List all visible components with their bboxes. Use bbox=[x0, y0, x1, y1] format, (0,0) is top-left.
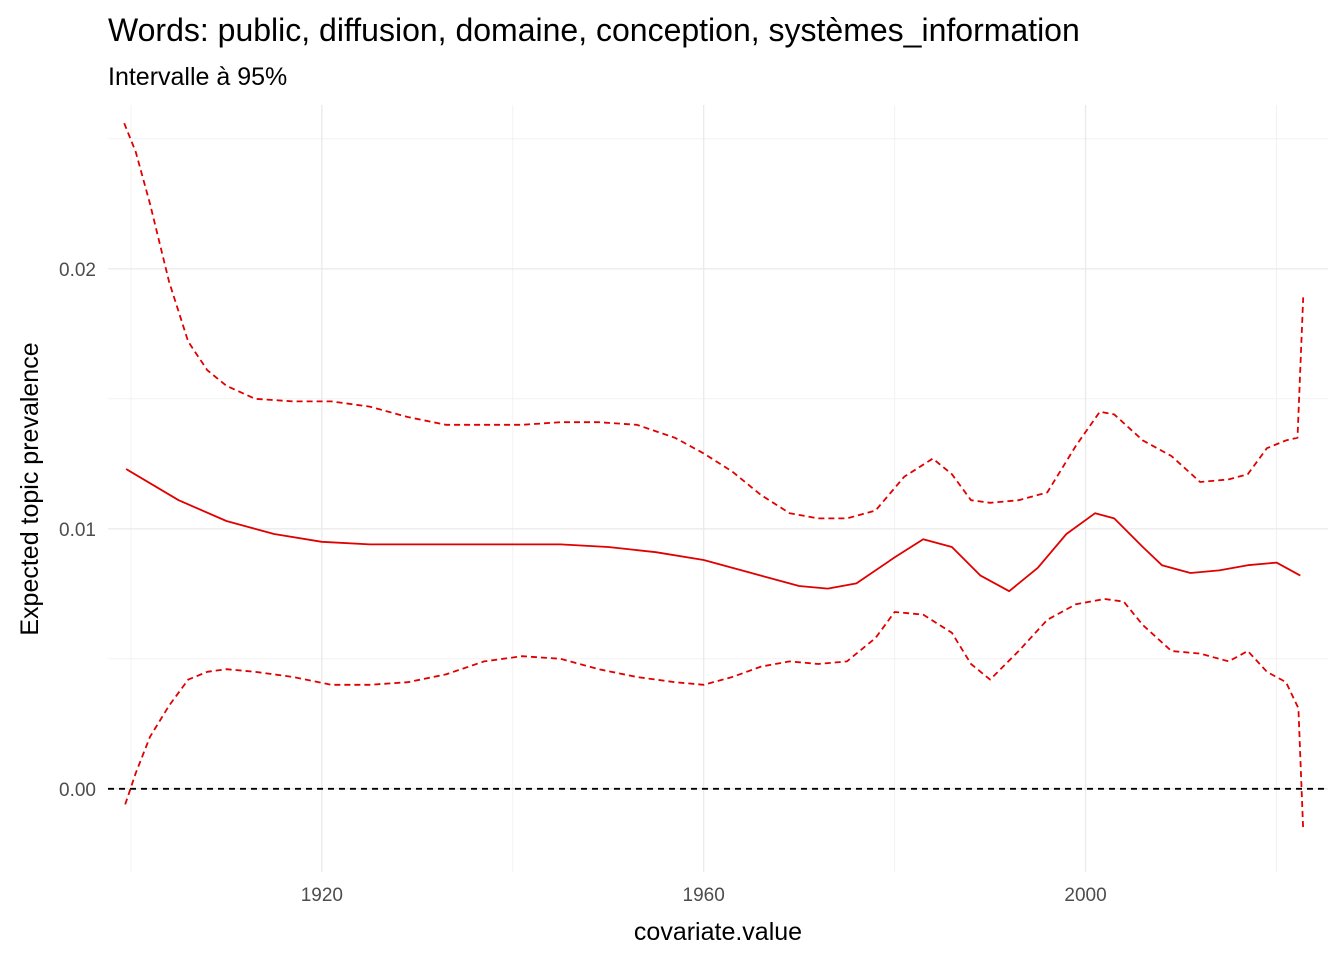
x-axis-title: covariate.value bbox=[634, 918, 802, 946]
chart-title: Words: public, diffusion, domaine, conce… bbox=[108, 12, 1080, 48]
y-tick-label: 0.02 bbox=[59, 260, 96, 281]
x-axis-tick-labels: 1920 1960 2000 bbox=[301, 885, 1107, 906]
lower-ci-line bbox=[124, 598, 1305, 831]
upper-ci-line bbox=[123, 122, 1305, 520]
estimate-line bbox=[125, 468, 1301, 593]
y-tick-label: 0.01 bbox=[59, 520, 96, 541]
x-tick-label: 2000 bbox=[1064, 885, 1106, 906]
x-tick-label: 1960 bbox=[683, 885, 725, 906]
x-tick-label: 1920 bbox=[301, 885, 343, 906]
minor-gridlines bbox=[108, 105, 1328, 872]
major-gridlines bbox=[108, 105, 1328, 872]
series-lines bbox=[123, 122, 1305, 831]
chart-subtitle: Intervalle à 95% bbox=[108, 63, 287, 91]
y-axis-tick-labels: 0.00 0.01 0.02 bbox=[59, 260, 96, 801]
y-tick-label: 0.00 bbox=[59, 780, 96, 801]
y-axis-title: Expected topic prevalence bbox=[16, 342, 44, 635]
